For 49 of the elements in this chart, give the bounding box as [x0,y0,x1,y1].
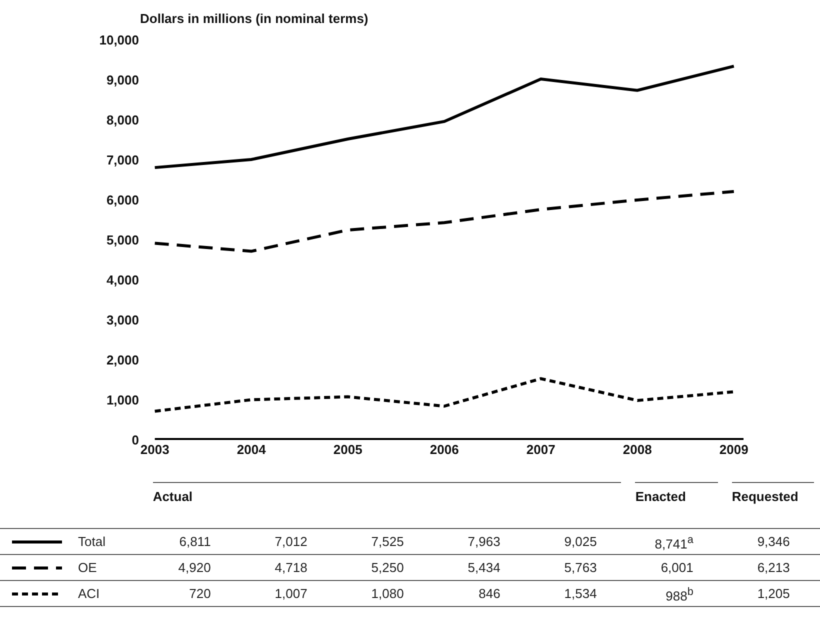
data-label: 6,811 [178,534,211,549]
data-label: 8,741$^{a}$ [654,534,694,552]
y-tick-label: 5,000 [106,232,139,248]
text: Actual [152,482,622,504]
x-tick-label: 2007 [526,442,556,457]
data-label: 988$^{b}$ [664,586,694,604]
text: Enacted [635,482,718,504]
data-label: 1,205 [756,586,790,601]
y-tick-label: 1,000 [106,392,139,408]
x-tick-label: 2009 [719,442,748,457]
text: Requested [732,482,814,504]
y-tick-label: 3,000 [106,312,139,328]
y-tick-label: 2,000 [106,352,139,368]
data-label: 5,763 [563,560,597,575]
data-label: 1,534 [563,586,597,601]
data-label: 6,001 [660,560,694,575]
data-label: 720 [188,586,211,601]
line-series [153,64,736,170]
legend-label: ACI [78,586,100,601]
data-label: 5,434 [466,560,500,575]
data-label: 846 [478,586,500,601]
line-series [153,377,736,413]
legend-label: Total [78,534,106,549]
data-label: 5,250 [370,560,404,575]
y-tick-label: 4,000 [106,272,139,288]
data-label: 9,025 [563,534,597,549]
data-label: 9,346 [756,534,790,549]
x-tick-label: 2008 [622,442,652,457]
y-tick-label: 7,000 [106,152,139,168]
y-tick-label: 6,000 [106,192,139,208]
y-tick-label: 9,000 [106,72,139,88]
y-tick-label: 8,000 [106,112,139,128]
x-tick-label: 2003 [140,442,170,457]
data-label: 1,080 [370,586,404,601]
data-label: 6,213 [756,560,790,575]
data-label: 1,007 [274,586,308,601]
y-tick-label: 0 [132,432,139,448]
data-label: 7,525 [370,534,404,549]
data-label: 4,920 [177,560,211,575]
y-axis-title: Dollars in millions (in nominal terms) [140,11,368,26]
data-label: 7,963 [466,534,500,549]
y-tick-label: 10,000 [99,32,139,48]
legend-label: OE [78,560,97,575]
data-label: 4,718 [274,560,308,575]
x-tick-label: 2005 [333,442,362,457]
line-series [153,190,736,253]
x-tick-label: 2006 [430,442,459,457]
x-tick-label: 2004 [236,442,267,457]
data-label: 7,012 [274,534,308,549]
